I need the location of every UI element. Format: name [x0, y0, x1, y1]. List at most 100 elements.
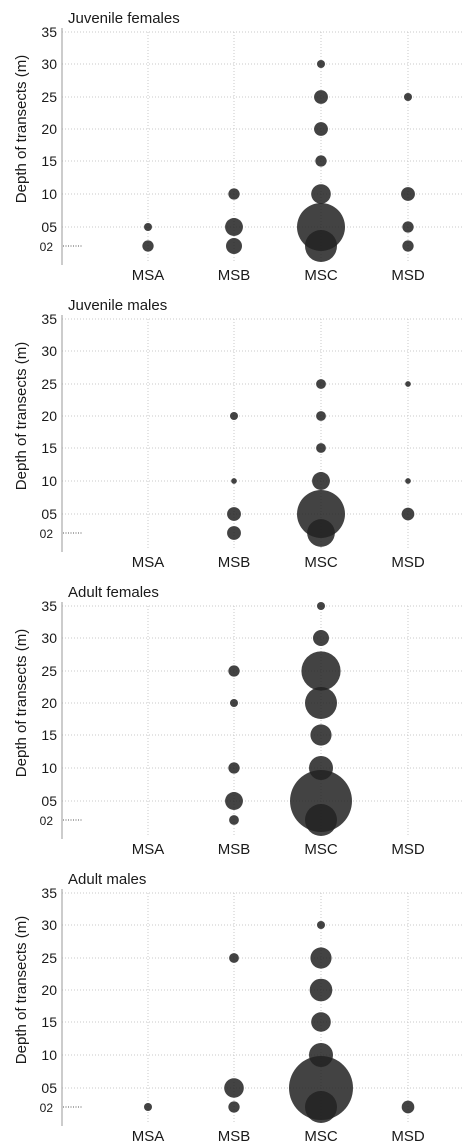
y-tick-label: 15 — [41, 1014, 57, 1030]
y-tick-label: 20 — [41, 408, 57, 424]
panel-2: 35 30 25 20 15 10 05 02 Depth of transects (m) Ju… — [13, 297, 464, 571]
y-tick-label: 15 — [41, 440, 57, 456]
bubble-point — [310, 724, 332, 746]
bubble-point — [224, 1078, 244, 1098]
bubble-point — [313, 630, 329, 646]
x-category-label: MSB — [218, 554, 251, 571]
y-tick-label: 25 — [41, 89, 57, 105]
bubble-point — [225, 218, 243, 236]
bubble-point — [314, 90, 328, 104]
y-tick-label: 02 — [40, 814, 54, 828]
y-tick-label: 10 — [41, 760, 57, 776]
x-category-label: MSD — [391, 554, 425, 571]
bubble-point — [309, 978, 333, 1002]
bubble-point — [297, 490, 345, 538]
bubble-point — [305, 230, 337, 262]
bubble-point — [402, 240, 414, 252]
x-category-label: MSA — [132, 841, 165, 858]
bubble-point — [404, 93, 412, 101]
y-tick-label: 10 — [41, 473, 57, 489]
y-tick-label: 35 — [41, 598, 57, 614]
y-axis-title: Depth of transects (m) — [13, 916, 30, 1064]
bubble-point — [401, 507, 415, 521]
y-tick-label: 02 — [40, 1101, 54, 1115]
y-tick-label: 05 — [41, 219, 57, 235]
y-tick-label: 30 — [41, 343, 57, 359]
y-tick-label: 10 — [41, 1047, 57, 1063]
bubble-point — [305, 804, 337, 836]
x-category-label: MSB — [218, 841, 251, 858]
bubble-point — [402, 221, 414, 233]
x-category-label: MSB — [218, 1128, 251, 1145]
bubble-point — [311, 184, 331, 204]
y-tick-label: 20 — [41, 121, 57, 137]
bubble-point — [228, 762, 240, 774]
bubble-point — [309, 756, 333, 780]
bubble-point — [301, 651, 341, 691]
y-tick-label: 15 — [41, 727, 57, 743]
bubble-point — [314, 122, 328, 136]
y-tick-label: 02 — [40, 527, 54, 541]
bubble-point — [310, 947, 332, 969]
bubble-point — [316, 443, 326, 453]
y-tick-label: 30 — [41, 917, 57, 933]
panel-title: Adult males — [68, 871, 146, 888]
x-category-label: MSD — [391, 267, 425, 284]
y-tick-label: 25 — [41, 950, 57, 966]
y-tick-label: 02 — [40, 240, 54, 254]
bubble-point — [305, 1091, 337, 1123]
bubble-point — [317, 602, 325, 610]
bubble-point — [312, 472, 330, 490]
bubble-point — [307, 519, 335, 547]
y-tick-label: 05 — [41, 506, 57, 522]
y-tick-label: 25 — [41, 376, 57, 392]
bubble-point — [315, 155, 327, 167]
bubble-point — [405, 381, 411, 387]
bubble-point — [227, 526, 241, 540]
bubble-point — [144, 1103, 152, 1111]
panel-title: Juvenile females — [68, 10, 180, 27]
bubble-point — [401, 187, 415, 201]
bubble-point — [229, 953, 239, 963]
bubble-point — [317, 60, 325, 68]
y-tick-label: 20 — [41, 982, 57, 998]
panel-3: 35 30 25 20 15 10 05 02 Depth of transects (m) Ad… — [13, 584, 464, 858]
bubble-point — [405, 478, 411, 484]
x-category-label: MSC — [304, 1128, 338, 1145]
bubble-point — [229, 815, 239, 825]
bubble-point — [401, 1100, 415, 1114]
bubble-point — [316, 379, 326, 389]
bubble-point — [228, 188, 240, 200]
bubble-point — [311, 1012, 331, 1032]
bubble-point — [316, 411, 326, 421]
bubble-point — [305, 687, 337, 719]
bubble-point — [317, 921, 325, 929]
x-category-label: MSC — [304, 841, 338, 858]
x-category-label: MSD — [391, 841, 425, 858]
bubble-point — [226, 238, 242, 254]
bubble-point — [309, 1043, 333, 1067]
y-tick-label: 05 — [41, 793, 57, 809]
y-axis-title: Depth of transects (m) — [13, 342, 30, 490]
y-tick-label: 15 — [41, 153, 57, 169]
bubble-point — [289, 1056, 353, 1120]
y-tick-label: 10 — [41, 186, 57, 202]
bubble-point — [144, 223, 152, 231]
x-category-label: MSA — [132, 267, 165, 284]
y-tick-label: 35 — [41, 311, 57, 327]
y-axis-title: Depth of transects (m) — [13, 55, 30, 203]
bubble-point — [228, 665, 240, 677]
y-tick-label: 20 — [41, 695, 57, 711]
bubble-point — [228, 1101, 240, 1113]
x-category-label: MSA — [132, 1128, 165, 1145]
bubble-point — [225, 792, 243, 810]
panel-title: Adult females — [68, 584, 159, 601]
y-tick-label: 05 — [41, 1080, 57, 1096]
bubble-point — [231, 478, 237, 484]
y-tick-label: 30 — [41, 630, 57, 646]
panel-4: 35 30 25 20 15 10 05 02 Depth of transects (m) Ad… — [13, 871, 464, 1145]
y-tick-label: 25 — [41, 663, 57, 679]
x-category-label: MSC — [304, 554, 338, 571]
bubble-point — [230, 412, 238, 420]
